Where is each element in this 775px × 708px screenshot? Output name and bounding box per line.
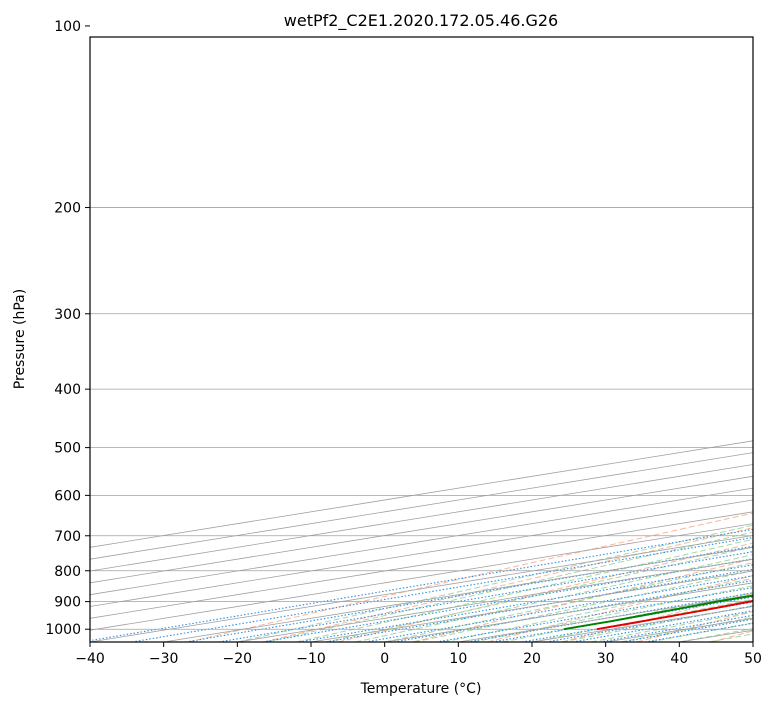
moist-adiabat-line (296, 538, 753, 642)
moist-adiabat-line (325, 546, 753, 642)
y-tick-label: 200 (54, 201, 81, 217)
x-tick-label: 10 (449, 651, 467, 667)
moist-adiabat-line (443, 577, 753, 642)
y-tick-label: 900 (54, 595, 81, 611)
moist-adiabat-line (472, 585, 753, 642)
isotherm-line (90, 464, 753, 572)
x-axis-ticks: −40 −30 −20 −10 0 10 20 30 40 50 (75, 642, 762, 667)
y-tick-label: 700 (54, 529, 81, 545)
isotherm-line (90, 475, 753, 584)
mixing-ratio-line (546, 605, 753, 642)
plot-frame (89, 36, 754, 643)
x-tick-label: −20 (223, 651, 253, 667)
isotherm-line (90, 452, 753, 560)
moist-adiabat-line (266, 531, 753, 642)
x-tick-label: −10 (296, 651, 326, 667)
mixing-ratio-line (90, 528, 753, 642)
isotherm-line (90, 440, 753, 548)
moist-adiabat-line (237, 524, 753, 642)
x-tick-label: 50 (744, 651, 762, 667)
mixing-ratio-line (185, 545, 753, 642)
y-tick-label: 500 (54, 441, 81, 457)
x-tick-label: −30 (149, 651, 179, 667)
dry-adiabat-line (487, 575, 753, 642)
grid-lines (90, 207, 753, 642)
isotherm-line (90, 487, 753, 596)
dry-adiabat-line (263, 527, 753, 642)
x-tick-label: 30 (597, 651, 615, 667)
moist-adiabat-line (531, 598, 753, 642)
y-tick-label: 600 (54, 488, 81, 504)
isotherm-line (90, 535, 753, 642)
y-tick-label: 1000 (45, 622, 81, 638)
y-axis-label: Pressure (hPa) (12, 289, 28, 389)
x-tick-label: 40 (670, 651, 688, 667)
x-tick-label: 0 (380, 651, 389, 667)
isotherm-line (90, 523, 753, 631)
isotherm-line (90, 511, 753, 619)
mixing-ratio-line (131, 536, 753, 642)
x-tick-label: 20 (523, 651, 541, 667)
isotherm-line (90, 499, 753, 607)
chart-title: wetPf2_C2E1.2020.172.05.46.G26 (284, 11, 558, 31)
x-tick-label: −40 (75, 651, 105, 667)
y-tick-label: 100 (54, 19, 81, 35)
mixing-ratio-line (436, 587, 753, 642)
y-tick-label: 800 (54, 564, 81, 580)
y-tick-label: 400 (54, 382, 81, 398)
y-axis-ticks: 1000 900 800 700 600 500 400 300 200 100 (45, 19, 90, 638)
y-tick-label: 300 (54, 307, 81, 323)
plot-area: -100-90-80-70-60-50-40-30-20-100.10.20.4… (90, 207, 753, 642)
x-axis-label: Temperature (°C) (360, 681, 482, 697)
moist-adiabat-line (384, 562, 753, 642)
mixing-ratio-line (218, 551, 753, 642)
